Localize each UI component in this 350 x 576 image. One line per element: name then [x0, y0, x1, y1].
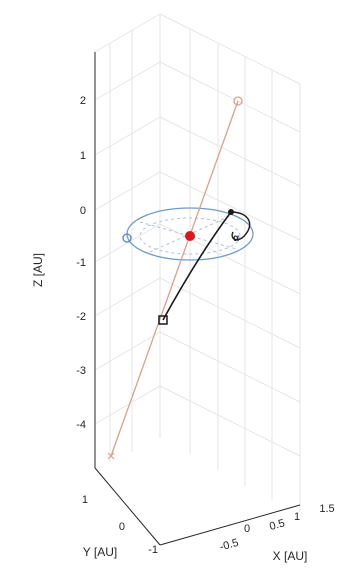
- orbit-ellipse-inner: [139, 217, 241, 255]
- sun-marker: [185, 231, 195, 241]
- x-tick-05: 0.5: [268, 517, 286, 533]
- y-tick-1: 1: [82, 494, 88, 506]
- grid-lines: [94, 13, 301, 512]
- arrival-glyph: α: [233, 233, 240, 244]
- y-axis-label: Y [AU]: [83, 545, 117, 559]
- end-marker: [107, 452, 115, 460]
- z-tick-m2: -2: [76, 311, 86, 323]
- z-grid: [94, 61, 301, 457]
- incoming-trajectory: [110, 100, 239, 457]
- x-tick-m05: -0.5: [218, 537, 240, 554]
- y-tick-m1: -1: [148, 544, 158, 556]
- z-tick-m1: -1: [76, 257, 86, 269]
- z-tick-m3: -3: [76, 365, 86, 377]
- y-tick-0: 0: [119, 521, 125, 533]
- x-tick-0: 0: [244, 523, 250, 535]
- z-axis-label: Z [AU]: [31, 253, 45, 287]
- transfer-trajectory-loop: [230, 211, 251, 241]
- intercept-marker: [158, 315, 168, 325]
- y-axis-line: [94, 467, 161, 546]
- z-tick-labels: 2 1 0 -1 -2 -3 -4: [76, 95, 86, 431]
- y-tick-labels: 1 0 -1: [82, 494, 158, 556]
- x-tick-15: 1.5: [319, 503, 334, 515]
- z-tick-0: 0: [80, 205, 86, 217]
- x-axis-line: [159, 504, 301, 546]
- z-tick-1: 1: [80, 150, 86, 162]
- transfer-trajectory: [162, 211, 232, 321]
- x-tick-1: 1: [294, 511, 300, 523]
- arrival-marker: [228, 209, 234, 215]
- orbit-dash-1: [139, 221, 241, 251]
- x-axis-label: X [AU]: [273, 549, 308, 563]
- z-tick-m4: -4: [76, 419, 86, 431]
- x-tick-labels: -0.5 0 0.5 1 1.5: [218, 503, 334, 553]
- z-tick-2: 2: [80, 95, 86, 107]
- planet-marker: [122, 233, 132, 243]
- start-marker: [233, 96, 243, 106]
